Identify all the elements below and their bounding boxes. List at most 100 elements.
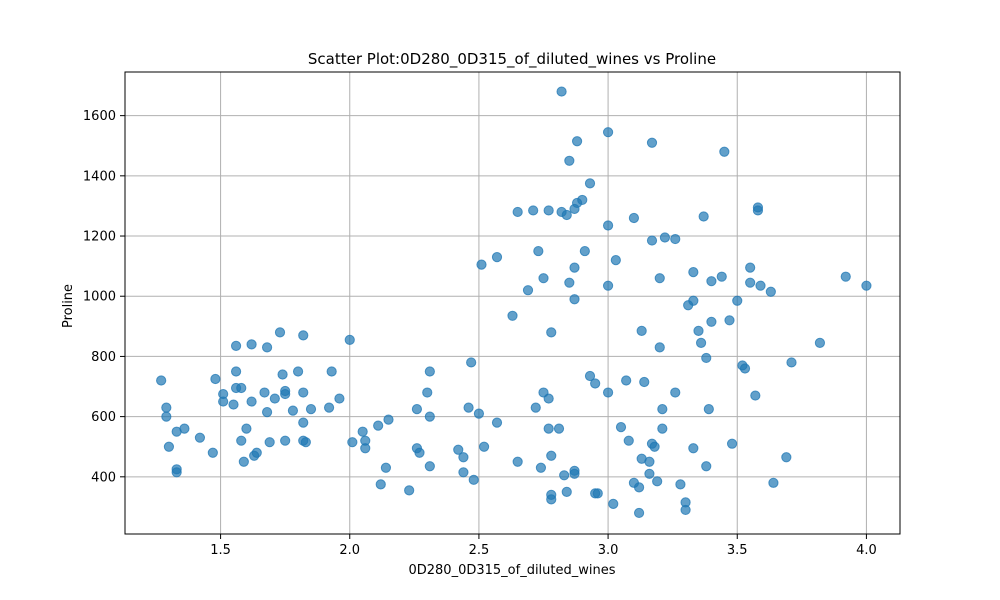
data-point xyxy=(659,232,671,243)
data-point xyxy=(590,378,601,389)
data-point xyxy=(579,245,590,257)
data-point xyxy=(528,205,539,216)
data-point xyxy=(507,310,518,321)
data-point xyxy=(292,366,304,377)
data-point xyxy=(458,452,469,463)
data-point xyxy=(610,255,621,266)
data-point xyxy=(468,474,479,485)
data-point xyxy=(688,267,699,278)
data-point xyxy=(657,423,668,434)
data-point xyxy=(644,468,655,479)
data-point xyxy=(840,271,851,282)
y-tick-label: 1200 xyxy=(83,230,116,245)
data-point xyxy=(556,86,567,97)
data-point xyxy=(701,461,712,472)
data-point xyxy=(701,352,712,364)
data-point xyxy=(512,206,523,218)
data-point xyxy=(414,447,425,458)
data-point xyxy=(698,211,709,222)
data-point xyxy=(569,468,580,479)
data-point xyxy=(424,461,435,472)
y-axis-ticks: 400 600 800 1000 1200 1400 1600 xyxy=(83,109,125,485)
data-point xyxy=(210,373,221,385)
data-point xyxy=(251,447,262,458)
data-point xyxy=(424,366,435,377)
data-point xyxy=(246,396,257,407)
data-point xyxy=(323,402,335,413)
data-point xyxy=(646,137,658,148)
data-point xyxy=(287,405,299,416)
data-point xyxy=(422,387,433,398)
data-point xyxy=(194,432,206,443)
data-point xyxy=(259,387,270,398)
data-point xyxy=(639,376,650,388)
data-point xyxy=(380,462,392,473)
data-point xyxy=(786,357,797,368)
data-point xyxy=(163,441,175,452)
data-point xyxy=(592,488,603,499)
data-point xyxy=(347,437,358,448)
data-point xyxy=(424,411,435,422)
data-point xyxy=(230,366,242,377)
data-point xyxy=(230,340,242,351)
y-tick-label: 800 xyxy=(91,350,116,365)
data-point xyxy=(546,327,557,338)
data-point xyxy=(569,294,580,305)
data-point xyxy=(688,295,699,306)
x-tick-label: 2.0 xyxy=(339,543,360,558)
data-point xyxy=(543,205,554,216)
data-point xyxy=(476,259,487,270)
data-point xyxy=(706,276,717,287)
data-point xyxy=(602,387,614,398)
data-point xyxy=(179,423,190,434)
data-point xyxy=(298,417,309,428)
data-point xyxy=(553,423,565,434)
data-point xyxy=(623,435,634,446)
data-point xyxy=(688,443,699,454)
data-point xyxy=(453,444,464,455)
data-point xyxy=(236,435,247,446)
data-point xyxy=(724,315,735,326)
data-point xyxy=(615,422,627,433)
data-point xyxy=(636,325,647,336)
data-point xyxy=(670,233,681,245)
data-point xyxy=(261,342,273,353)
data-point xyxy=(695,337,707,348)
data-point xyxy=(633,482,645,493)
data-point xyxy=(670,387,681,398)
data-point xyxy=(608,498,619,510)
x-axis-ticks: 1.5 2.0 2.5 3.0 3.5 4.0 xyxy=(210,534,877,558)
data-point xyxy=(546,494,557,505)
data-point xyxy=(305,403,317,415)
data-point xyxy=(298,330,309,341)
data-point xyxy=(238,456,249,467)
data-point xyxy=(246,339,257,350)
data-point xyxy=(765,286,776,297)
data-point xyxy=(649,441,660,452)
data-point xyxy=(781,452,792,463)
x-tick-label: 2.5 xyxy=(469,543,490,558)
x-tick-label: 3.5 xyxy=(727,543,748,558)
data-point xyxy=(559,470,570,481)
data-point xyxy=(241,423,252,434)
data-point xyxy=(538,273,549,284)
data-point xyxy=(564,277,575,288)
data-point xyxy=(654,273,665,284)
data-point xyxy=(654,342,665,353)
data-point xyxy=(750,390,761,401)
data-point xyxy=(512,456,523,467)
data-point xyxy=(732,295,743,306)
data-point xyxy=(375,479,386,490)
data-point xyxy=(236,382,247,394)
data-point xyxy=(300,437,311,448)
y-tick-label: 1000 xyxy=(83,290,116,305)
data-point xyxy=(326,366,337,377)
data-point xyxy=(569,262,580,273)
data-point xyxy=(161,402,172,413)
x-tick-label: 3.0 xyxy=(598,543,619,558)
data-point xyxy=(463,402,474,413)
data-point xyxy=(675,479,686,490)
data-point xyxy=(543,393,554,404)
data-point xyxy=(652,476,663,487)
